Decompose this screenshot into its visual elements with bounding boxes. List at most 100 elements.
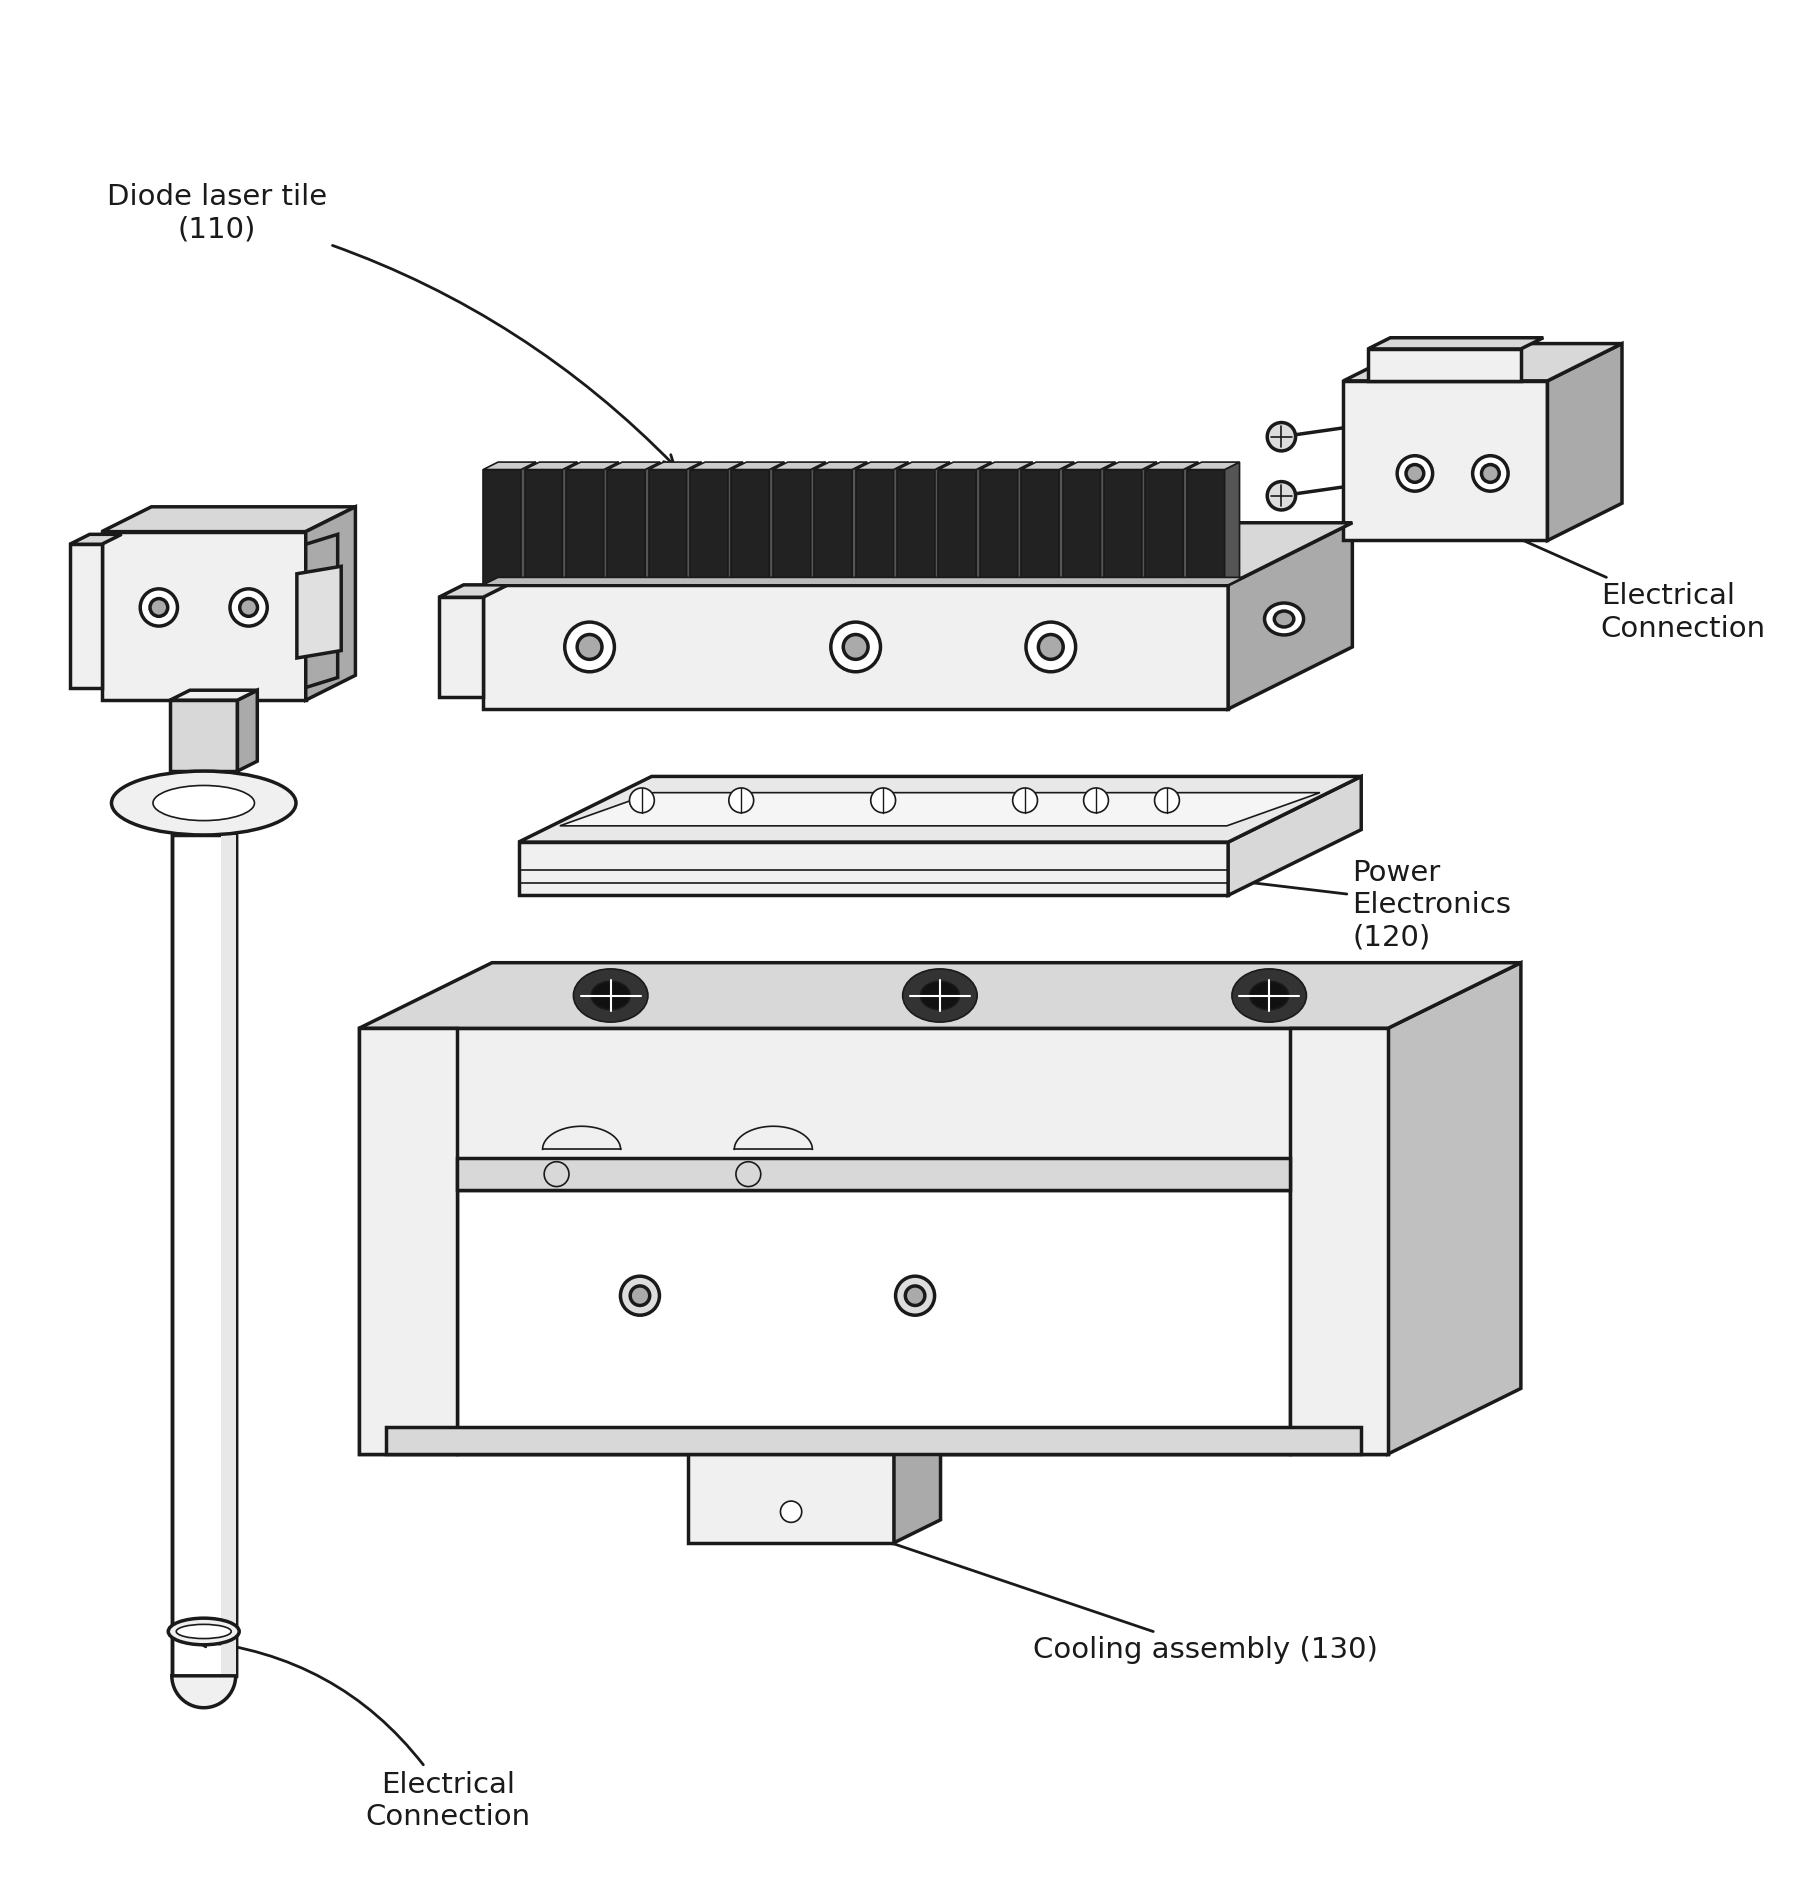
Ellipse shape [592, 981, 630, 1010]
Polygon shape [439, 586, 507, 598]
Polygon shape [769, 463, 783, 586]
Polygon shape [1227, 524, 1352, 710]
Polygon shape [814, 471, 852, 586]
Polygon shape [70, 535, 121, 545]
Ellipse shape [240, 600, 258, 617]
Polygon shape [171, 835, 236, 1676]
Ellipse shape [1406, 465, 1424, 484]
Polygon shape [606, 471, 644, 586]
Polygon shape [897, 471, 935, 586]
Polygon shape [814, 463, 866, 471]
Circle shape [630, 788, 655, 814]
Ellipse shape [1249, 981, 1289, 1010]
Polygon shape [648, 471, 686, 586]
Ellipse shape [1473, 456, 1509, 492]
Polygon shape [296, 568, 341, 659]
Polygon shape [1388, 962, 1522, 1454]
Ellipse shape [1265, 604, 1303, 636]
Polygon shape [980, 463, 1032, 471]
Ellipse shape [902, 970, 977, 1023]
Ellipse shape [895, 1277, 935, 1315]
Polygon shape [893, 1431, 940, 1543]
Polygon shape [457, 1158, 1291, 1190]
Ellipse shape [112, 772, 296, 835]
Polygon shape [101, 507, 356, 531]
Polygon shape [606, 463, 661, 471]
Circle shape [1083, 788, 1108, 814]
Polygon shape [70, 545, 101, 689]
Polygon shape [690, 471, 727, 586]
Polygon shape [484, 586, 1227, 710]
Polygon shape [359, 1029, 1388, 1454]
Polygon shape [773, 463, 825, 471]
Ellipse shape [153, 786, 255, 822]
Polygon shape [727, 463, 744, 586]
Polygon shape [525, 471, 563, 586]
Polygon shape [525, 463, 578, 471]
Ellipse shape [1482, 465, 1500, 484]
Circle shape [729, 788, 754, 814]
Polygon shape [893, 463, 908, 586]
Polygon shape [1022, 463, 1074, 471]
Polygon shape [170, 700, 238, 772]
Ellipse shape [1397, 456, 1433, 492]
Polygon shape [1227, 776, 1361, 896]
Polygon shape [560, 793, 1319, 826]
Polygon shape [1105, 463, 1157, 471]
Polygon shape [1343, 381, 1547, 541]
Text: Power
Electronics
(120): Power Electronics (120) [1110, 858, 1511, 951]
Polygon shape [386, 1427, 1361, 1454]
Ellipse shape [736, 1162, 760, 1186]
Polygon shape [731, 463, 783, 471]
Polygon shape [1018, 463, 1032, 586]
Ellipse shape [906, 1287, 924, 1306]
Text: Diode laser tile
(110): Diode laser tile (110) [106, 182, 673, 467]
Ellipse shape [630, 1287, 650, 1306]
Polygon shape [518, 776, 1361, 843]
Polygon shape [1368, 349, 1522, 381]
Polygon shape [1063, 463, 1115, 471]
Polygon shape [856, 463, 908, 471]
Polygon shape [1060, 463, 1074, 586]
Polygon shape [359, 1029, 457, 1454]
Polygon shape [567, 463, 619, 471]
Ellipse shape [565, 623, 614, 672]
Polygon shape [457, 1175, 1323, 1190]
Polygon shape [688, 1454, 893, 1543]
Polygon shape [603, 463, 619, 586]
Polygon shape [810, 463, 825, 586]
Ellipse shape [574, 970, 648, 1023]
Text: Cooling assembly (130): Cooling assembly (130) [870, 1534, 1377, 1663]
Text: Electrical
Connection: Electrical Connection [197, 1638, 531, 1830]
Polygon shape [457, 1190, 1291, 1454]
Polygon shape [1063, 471, 1101, 586]
Ellipse shape [229, 590, 267, 626]
Ellipse shape [780, 1501, 801, 1522]
Polygon shape [439, 598, 484, 697]
Polygon shape [1146, 471, 1184, 586]
Circle shape [1155, 788, 1179, 814]
Polygon shape [648, 463, 702, 471]
Polygon shape [1547, 344, 1623, 541]
Polygon shape [1105, 471, 1143, 586]
Polygon shape [171, 1676, 236, 1708]
Ellipse shape [177, 1625, 231, 1638]
Polygon shape [852, 463, 866, 586]
Polygon shape [1343, 344, 1623, 381]
Ellipse shape [1274, 611, 1294, 628]
Polygon shape [484, 471, 522, 586]
Polygon shape [731, 471, 769, 586]
Polygon shape [1291, 1029, 1388, 1454]
Ellipse shape [150, 600, 168, 617]
Polygon shape [1146, 463, 1199, 471]
Polygon shape [567, 471, 603, 586]
Polygon shape [1143, 463, 1157, 586]
Circle shape [1267, 482, 1296, 511]
Polygon shape [522, 463, 536, 586]
Ellipse shape [543, 1162, 569, 1186]
Polygon shape [563, 463, 578, 586]
Polygon shape [238, 691, 258, 772]
Ellipse shape [830, 623, 881, 672]
Text: Electrical
Connection: Electrical Connection [1430, 499, 1765, 642]
Circle shape [870, 788, 895, 814]
